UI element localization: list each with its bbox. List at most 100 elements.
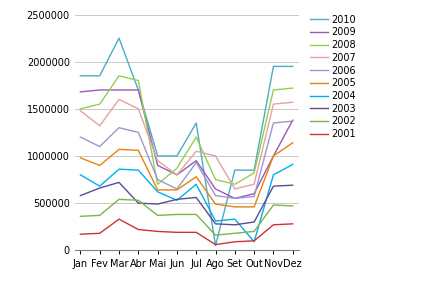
- Line: 2008: 2008: [80, 76, 292, 184]
- 2002: [270, 203, 276, 207]
- Legend: 2010, 2009, 2008, 2007, 2006, 2005, 2004, 2003, 2002, 2001: 2010, 2009, 2008, 2007, 2006, 2005, 2004…: [309, 15, 355, 139]
- 2007: [97, 124, 102, 127]
- 2010: [290, 65, 295, 68]
- 2010: [155, 154, 160, 158]
- 2005: [270, 154, 276, 158]
- 2005: [155, 188, 160, 192]
- 2001: [193, 230, 198, 234]
- 2006: [212, 194, 218, 197]
- 2010: [251, 168, 256, 172]
- Line: 2002: 2002: [80, 199, 292, 235]
- 2005: [97, 164, 102, 167]
- 2008: [270, 88, 276, 92]
- 2002: [193, 213, 198, 216]
- 2005: [135, 149, 141, 152]
- 2001: [155, 230, 160, 233]
- 2007: [193, 150, 198, 153]
- 2010: [135, 88, 141, 92]
- 2004: [251, 240, 256, 244]
- 2001: [174, 230, 179, 234]
- 2006: [251, 195, 256, 198]
- 2009: [290, 118, 295, 122]
- 2008: [212, 178, 218, 181]
- 2010: [270, 65, 276, 68]
- 2007: [232, 187, 237, 191]
- 2001: [135, 228, 141, 231]
- 2010: [232, 168, 237, 172]
- Line: 2005: 2005: [80, 143, 292, 207]
- 2001: [116, 217, 121, 221]
- 2009: [97, 88, 102, 92]
- 2001: [290, 222, 295, 226]
- 2010: [212, 244, 218, 247]
- 2005: [232, 205, 237, 209]
- 2005: [116, 148, 121, 151]
- 2002: [135, 198, 141, 202]
- 2006: [78, 135, 83, 139]
- 2003: [290, 183, 295, 187]
- 2008: [116, 74, 121, 78]
- Line: 2007: 2007: [80, 100, 292, 189]
- 2006: [270, 121, 276, 125]
- 2009: [174, 173, 179, 177]
- 2002: [290, 204, 295, 208]
- 2006: [232, 197, 237, 200]
- 2008: [174, 166, 179, 170]
- 2006: [290, 119, 295, 123]
- 2008: [78, 107, 83, 111]
- 2007: [174, 173, 179, 177]
- 2003: [270, 184, 276, 188]
- 2006: [193, 161, 198, 164]
- 2004: [78, 173, 83, 177]
- 2002: [251, 230, 256, 233]
- 2008: [97, 102, 102, 106]
- 2005: [193, 175, 198, 178]
- 2006: [116, 126, 121, 129]
- 2006: [155, 178, 160, 181]
- 2008: [155, 182, 160, 186]
- 2004: [135, 168, 141, 172]
- 2010: [193, 121, 198, 125]
- 2004: [212, 219, 218, 223]
- 2006: [174, 187, 179, 191]
- 2003: [78, 194, 83, 197]
- 2009: [232, 197, 237, 200]
- 2006: [97, 145, 102, 148]
- 2004: [155, 190, 160, 194]
- 2003: [212, 222, 218, 226]
- 2002: [232, 232, 237, 235]
- 2001: [78, 233, 83, 236]
- 2002: [174, 213, 179, 216]
- Line: 2010: 2010: [80, 38, 292, 246]
- 2003: [232, 223, 237, 227]
- 2004: [174, 198, 179, 202]
- 2003: [174, 198, 179, 201]
- 2005: [290, 141, 295, 145]
- 2010: [78, 74, 83, 78]
- 2007: [251, 182, 256, 186]
- 2001: [212, 243, 218, 246]
- 2004: [290, 163, 295, 166]
- 2003: [193, 196, 198, 199]
- 2006: [135, 131, 141, 134]
- 2009: [78, 90, 83, 94]
- 2010: [116, 36, 121, 40]
- 2010: [97, 74, 102, 78]
- Line: 2006: 2006: [80, 121, 292, 198]
- 2002: [116, 198, 121, 201]
- 2009: [212, 187, 218, 191]
- 2004: [232, 217, 237, 221]
- 2009: [116, 88, 121, 92]
- Line: 2003: 2003: [80, 182, 292, 225]
- 2005: [174, 188, 179, 192]
- 2007: [116, 98, 121, 101]
- 2007: [135, 107, 141, 111]
- 2008: [135, 79, 141, 82]
- 2004: [193, 182, 198, 186]
- 2003: [155, 202, 160, 206]
- 2001: [270, 223, 276, 227]
- 2008: [232, 182, 237, 186]
- 2004: [270, 173, 276, 177]
- 2007: [78, 109, 83, 112]
- 2010: [174, 154, 179, 158]
